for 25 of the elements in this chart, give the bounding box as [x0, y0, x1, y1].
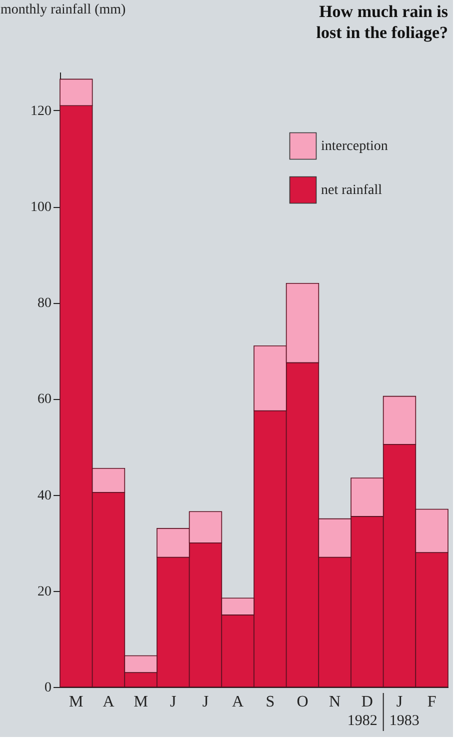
x-tick-label: A [102, 694, 115, 710]
x-tick-label: M [69, 694, 84, 710]
text: 1982 [347, 713, 378, 729]
x-tick-label: O [296, 694, 308, 710]
y-tick-label: 80 [38, 296, 52, 312]
x-tick-label: A [232, 694, 244, 710]
y-tick-label: 20 [38, 584, 52, 600]
legend-label: net rainfall [321, 183, 382, 198]
chart-title: How much rain is lost in the foliage? [316, 2, 448, 42]
legend-label: interception [321, 139, 388, 154]
y-tick-label: 120 [30, 104, 52, 119]
y-tick-label: 40 [38, 488, 52, 504]
x-tick-label: S [266, 694, 275, 710]
x-tick-label: M [134, 694, 148, 710]
x-tick-label: J [396, 694, 403, 710]
text: 1983 [389, 713, 420, 729]
y-tick-label: 100 [30, 200, 52, 216]
x-tick-label: D [361, 694, 373, 710]
y-tick-label: 60 [38, 392, 52, 408]
x-tick-label: F [427, 694, 436, 710]
y-axis-title: monthly rainfall (mm) [0, 2, 126, 18]
x-tick-label: N [329, 694, 342, 710]
y-tick-label: 0 [44, 680, 52, 696]
x-tick-label: J [170, 694, 176, 710]
x-tick-label: J [202, 694, 209, 710]
